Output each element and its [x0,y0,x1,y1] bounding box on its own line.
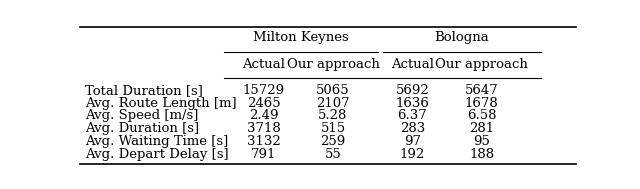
Text: 515: 515 [321,122,346,135]
Text: 1636: 1636 [396,97,429,110]
Text: 5065: 5065 [316,84,350,97]
Text: 55: 55 [324,148,341,161]
Text: Total Duration [s]: Total Duration [s] [85,84,203,97]
Text: Bologna: Bologna [435,31,490,44]
Text: Avg. Duration [s]: Avg. Duration [s] [85,122,199,135]
Text: 15729: 15729 [243,84,285,97]
Text: 97: 97 [404,135,421,148]
Text: 1678: 1678 [465,97,499,110]
Text: Actual: Actual [391,58,434,71]
Text: Avg. Waiting Time [s]: Avg. Waiting Time [s] [85,135,228,148]
Text: Avg. Speed [m/s]: Avg. Speed [m/s] [85,109,198,122]
Text: 2.49: 2.49 [249,109,278,122]
Text: Actual: Actual [242,58,285,71]
Text: 3132: 3132 [246,135,280,148]
Text: Our approach: Our approach [435,58,528,71]
Text: 2465: 2465 [246,97,280,110]
Text: Our approach: Our approach [287,58,380,71]
Text: 5647: 5647 [465,84,499,97]
Text: 281: 281 [469,122,494,135]
Text: 95: 95 [474,135,490,148]
Text: 3718: 3718 [246,122,280,135]
Text: 5692: 5692 [396,84,429,97]
Text: 791: 791 [251,148,276,161]
Text: Avg. Depart Delay [s]: Avg. Depart Delay [s] [85,148,228,161]
Text: 2107: 2107 [316,97,350,110]
Text: 192: 192 [400,148,425,161]
Text: Milton Keynes: Milton Keynes [253,31,349,44]
Text: 283: 283 [400,122,425,135]
Text: Avg. Route Length [m]: Avg. Route Length [m] [85,97,237,110]
Text: 5.28: 5.28 [318,109,348,122]
Text: 6.58: 6.58 [467,109,497,122]
Text: 188: 188 [469,148,494,161]
Text: 259: 259 [321,135,346,148]
Text: 6.37: 6.37 [397,109,427,122]
